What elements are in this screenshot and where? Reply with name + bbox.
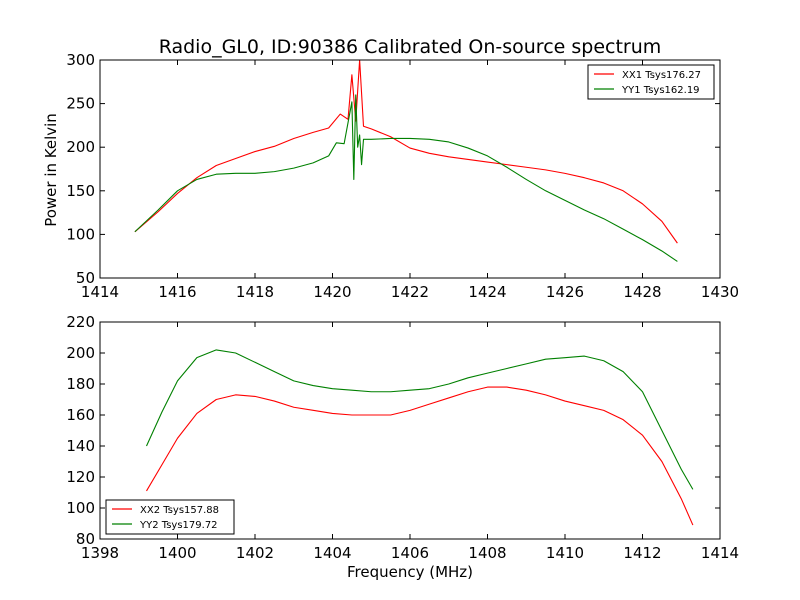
x-tick-label: 1428	[623, 283, 661, 301]
series-line-0	[134, 59, 678, 244]
x-tick-label: 1430	[701, 283, 739, 301]
x-tick-label: 1400	[158, 544, 196, 562]
x-tick-label: 1408	[468, 544, 506, 562]
x-tick-label: 1414	[81, 283, 119, 301]
y-tick-label: 100	[66, 225, 95, 243]
x-tick-label: 1418	[236, 283, 274, 301]
y-tick-label: 200	[66, 138, 95, 156]
y-axis-label: Power in Kelvin	[42, 113, 60, 227]
legend-box	[587, 64, 715, 100]
y-tick-label: 140	[66, 437, 95, 455]
legend-label-0: XX2 Tsys157.88	[140, 505, 219, 516]
x-tick-label: 1412	[623, 544, 661, 562]
y-tick-label: 250	[66, 95, 95, 113]
x-tick-label: 1402	[236, 544, 274, 562]
legend-label-1: YY1 Tsys162.19	[621, 85, 700, 96]
y-tick-label: 160	[66, 406, 95, 424]
y-tick-label: 200	[66, 344, 95, 362]
x-tick-label: 1406	[391, 544, 429, 562]
series-line-1	[134, 94, 678, 262]
y-tick-label: 100	[66, 499, 95, 517]
x-tick-label: 1410	[546, 544, 584, 562]
x-tick-label: 1404	[313, 544, 351, 562]
x-tick-label: 1424	[468, 283, 506, 301]
chart-title: Radio_GL0, ID:90386 Calibrated On-source…	[159, 36, 662, 58]
x-tick-label: 1414	[701, 544, 739, 562]
y-tick-label: 50	[76, 269, 95, 287]
y-tick-label: 300	[66, 51, 95, 69]
series-line-1	[145, 349, 694, 490]
x-tick-label: 1420	[313, 283, 351, 301]
y-tick-label: 150	[66, 182, 95, 200]
x-tick-label: 1422	[391, 283, 429, 301]
x-tick-label: 1398	[81, 544, 119, 562]
x-tick-label: 1416	[158, 283, 196, 301]
legend-box	[105, 499, 235, 535]
y-tick-label: 220	[66, 313, 95, 331]
series-line-0	[146, 386, 694, 526]
legend-label-0: XX1 Tsys176.27	[622, 70, 701, 81]
bottom-panel: 1398 1400 1402 1404 1406 1408 1410 1412 1414 80 10…	[66, 313, 739, 562]
y-tick-label: 180	[66, 375, 95, 393]
legend-label-1: YY2 Tsys179.72	[139, 520, 218, 531]
x-tick-label: 1426	[546, 283, 584, 301]
y-tick-label: 80	[76, 530, 95, 548]
x-axis-label: Frequency (MHz)	[347, 563, 473, 581]
y-tick-label: 120	[66, 468, 95, 486]
top-panel: 1414 1416 1418 1420 1422 1424 1426 1428 1430 50 10…	[66, 51, 739, 301]
